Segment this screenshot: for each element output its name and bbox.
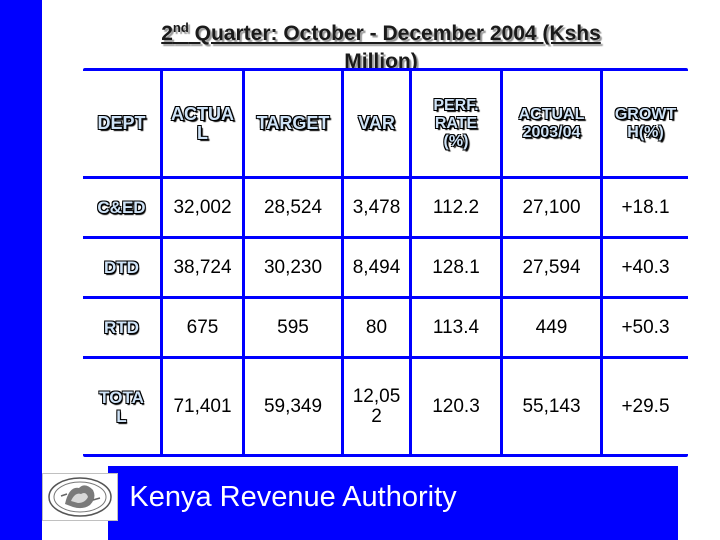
header-growth: GROWT H(%) [603, 71, 688, 176]
header-dept: DEPT [83, 71, 160, 176]
cell-line: 3,478 [352, 196, 401, 218]
cell-line: 2003/04 [522, 123, 581, 141]
cell-target: 28,524 [245, 179, 341, 236]
row-label: TOTA L [83, 359, 160, 454]
header-actual-prev: ACTUAL 2003/04 [503, 71, 600, 176]
cell-var: 12,05 2 [344, 359, 409, 454]
cell-line: TOTA [99, 387, 144, 407]
cell-line: RATE [434, 114, 478, 132]
cell-growth: +18.1 [603, 179, 688, 236]
title-ordinal: 2 [161, 22, 173, 45]
cell-line: L [116, 406, 127, 426]
row-label: C&ED [83, 179, 160, 236]
cell-actual-prev: 449 [503, 299, 600, 356]
cell-line: ACTUAL [518, 105, 585, 123]
header-actual: ACTUA L [163, 71, 242, 176]
cell-actual: 71,401 [163, 359, 242, 454]
cell-actual: 675 [163, 299, 242, 356]
cell-growth: +40.3 [603, 239, 688, 296]
cell-perf: 112.2 [412, 179, 500, 236]
cell-line: 2 [371, 405, 382, 427]
cell-target: 30,230 [245, 239, 341, 296]
cell-var: 80 [344, 299, 409, 356]
cell-line: 12,05 [352, 385, 401, 407]
cell-line: DEPT [97, 113, 146, 133]
cell-line: 8,494 [352, 256, 401, 278]
cell-var: 3,478 [344, 179, 409, 236]
cell-target: 59,349 [245, 359, 341, 454]
cell-line: RTD [104, 318, 139, 337]
cell-line: C&ED [97, 198, 146, 217]
header-target: TARGET [245, 71, 341, 176]
row-label: RTD [83, 299, 160, 356]
cell-growth: +50.3 [603, 299, 688, 356]
cell-line: (%) [443, 132, 469, 150]
title-line-2: Million) [344, 50, 418, 73]
cell-line: VAR [358, 113, 395, 133]
cell-line: L [197, 122, 208, 143]
cell-line: H(%) [627, 123, 664, 141]
row-label: DTD [83, 239, 160, 296]
cell-actual-prev: 27,594 [503, 239, 600, 296]
slide-title: 2nd Quarter: October - December 2004 (Ks… [42, 14, 720, 76]
title-ordinal-suffix: nd [172, 20, 189, 35]
cell-actual: 32,002 [163, 179, 242, 236]
cell-line: ACTUA [171, 103, 234, 124]
footer-organization-name: Kenya Revenue Authority [129, 480, 457, 513]
cell-actual: 38,724 [163, 239, 242, 296]
cell-line: 80 [365, 316, 388, 338]
cell-line: PERF. [433, 96, 479, 114]
header-perf: PERF. RATE (%) [412, 71, 500, 176]
cell-line: DTD [104, 258, 139, 277]
cell-target: 595 [245, 299, 341, 356]
cell-perf: 120.3 [412, 359, 500, 454]
cell-growth: +29.5 [603, 359, 688, 454]
cell-actual-prev: 55,143 [503, 359, 600, 454]
cell-perf: 113.4 [412, 299, 500, 356]
kra-emblem-icon [48, 477, 112, 517]
header-var: VAR [344, 71, 409, 176]
cell-line: GROWT [614, 105, 677, 123]
kra-logo [42, 473, 118, 521]
cell-line: TARGET [256, 113, 330, 133]
cell-perf: 128.1 [412, 239, 500, 296]
revenue-table: DEPT ACTUA L TARGET VAR PERF. RATE (%) ACTUAL 200… [83, 68, 688, 457]
footer-bar [108, 466, 678, 540]
cell-actual-prev: 27,100 [503, 179, 600, 236]
title-line-1-text: Quarter: October - December 2004 (Kshs [188, 22, 601, 45]
cell-var: 8,494 [344, 239, 409, 296]
title-line-1: 2nd Quarter: October - December 2004 (Ks… [42, 14, 720, 48]
